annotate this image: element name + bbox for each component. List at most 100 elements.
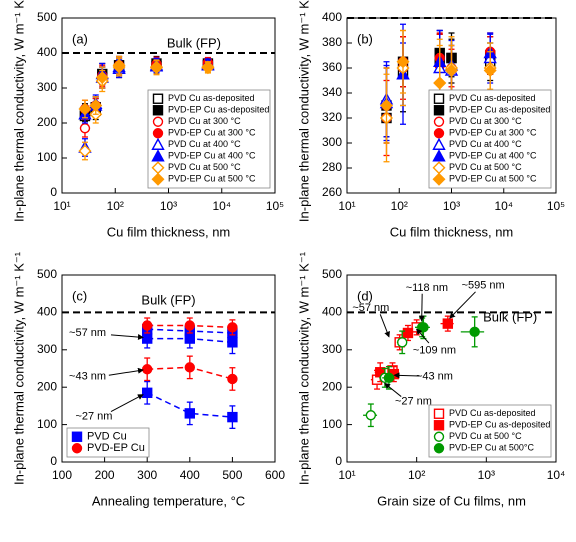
legend-label: PVD Cu: [87, 431, 127, 443]
data-point: [383, 372, 395, 384]
x-tick-label: 10²: [408, 468, 425, 482]
x-axis-label: Cu film thickness, nm: [107, 224, 231, 239]
legend-label: PVD-EP Cu as-deposited: [168, 105, 269, 115]
y-tick-label: 0: [50, 454, 57, 468]
legend-marker: [152, 116, 164, 127]
legend-label: PVD-EP Cu as-deposited: [449, 420, 550, 430]
x-tick-label: 10²: [107, 199, 124, 213]
annotation-arrow: [418, 293, 425, 322]
panel-label: (c): [72, 288, 87, 303]
y-tick-label: 200: [322, 379, 342, 393]
y-axis-label: In-plane thermal conductivity, W m⁻¹ K⁻¹: [11, 251, 26, 485]
x-tick-label: 10³: [443, 199, 460, 213]
reference-label: Bulk (FP): [483, 309, 537, 324]
legend-label: PVD-EP Cu as-deposited: [449, 105, 550, 115]
legend-box: [147, 89, 271, 189]
legend-marker: [433, 93, 445, 104]
dashed-line: [146, 392, 233, 418]
legend-marker: [433, 443, 445, 454]
legend-label: PVD-EP Cu at 500 °C: [168, 174, 256, 184]
legend-label: PVD-EP Cu at 300 °C: [449, 128, 537, 138]
y-axis-label: In-plane thermal conductivity, W m⁻¹ K⁻¹: [296, 0, 311, 222]
legend-label: PVD Cu as-deposited: [449, 93, 536, 103]
x-tick-label: 600: [265, 468, 285, 482]
annotation: ~595 nm: [462, 279, 505, 291]
data-point: [227, 322, 238, 333]
y-tick-label: 400: [37, 45, 57, 59]
annotation-arrow: [379, 314, 390, 338]
annotation: ~118 nm: [406, 282, 448, 294]
panel-label: (b): [357, 31, 373, 46]
data-point: [95, 71, 109, 84]
legend-marker: [152, 128, 164, 139]
data-point: [445, 64, 458, 77]
y-axis-label: In-plane thermal conductivity, W m⁻¹ K⁻¹: [296, 251, 311, 485]
panel-label: (d): [357, 288, 373, 303]
x-tick-label: 200: [95, 468, 115, 482]
y-tick-label: 320: [322, 110, 342, 124]
data-point: [141, 387, 153, 399]
x-tick-label: 10¹: [338, 199, 355, 213]
y-tick-label: 0: [335, 454, 342, 468]
legend-label: PVD Cu as-deposited: [449, 408, 536, 418]
reference-label: Bulk (FP): [141, 293, 195, 308]
legend-label: PVD Cu at 300 °C: [168, 116, 241, 126]
y-tick-label: 400: [322, 305, 342, 319]
data-point: [184, 320, 196, 331]
annotation: ~27 nm: [395, 395, 432, 407]
y-tick-label: 200: [37, 379, 57, 393]
data-point: [78, 144, 92, 158]
legend-label: PVD-EP Cu at 400 °C: [449, 151, 537, 161]
data-point: [150, 60, 163, 74]
legend-marker: [433, 431, 445, 442]
panel-label: (a): [72, 31, 88, 46]
legend-marker: [71, 431, 83, 442]
x-tick-label: 10⁴: [494, 199, 513, 213]
legend-label: PVD-EP Cu at 400 °C: [168, 151, 256, 161]
x-tick-label: 10²: [391, 199, 408, 213]
x-tick-label: 300: [137, 468, 157, 482]
legend-box: [428, 404, 552, 458]
annotation-arrow: [110, 394, 144, 412]
annotation-arrow: [416, 328, 430, 344]
data-point: [227, 337, 238, 348]
legend-label: PVD Cu at 300 °C: [449, 116, 522, 126]
y-tick-label: 300: [37, 342, 57, 356]
data-point: [402, 327, 414, 339]
legend-label: PVD-EP Cu at 500°C: [449, 443, 534, 453]
x-axis-label: Grain size of Cu films, nm: [377, 493, 526, 508]
legend-marker: [151, 149, 165, 162]
legend-label: PVD Cu at 400 °C: [168, 139, 241, 149]
x-tick-label: 10⁴: [212, 199, 231, 213]
x-tick-label: 10³: [160, 199, 177, 213]
x-tick-label: 100: [52, 468, 72, 482]
annotation: ~27 nm: [75, 410, 112, 422]
annotation: ~57 nm: [69, 327, 106, 339]
legend-label: PVD Cu as-deposited: [168, 93, 255, 103]
legend-marker: [432, 149, 446, 162]
legend-marker: [151, 172, 165, 186]
legend-marker: [433, 128, 445, 139]
legend-label: PVD-EP Cu: [87, 442, 145, 454]
data-point: [184, 408, 196, 419]
data-point: [141, 333, 153, 344]
y-tick-label: 280: [322, 160, 342, 174]
legend-label: PVD-EP Cu at 300 °C: [168, 128, 256, 138]
data-point: [442, 318, 454, 329]
data-point: [227, 411, 238, 423]
annotation: ~43 nm: [69, 371, 106, 383]
legend-label: PVD Cu at 500 °C: [449, 162, 522, 172]
data-point: [89, 99, 103, 112]
legend-label: PVD Cu at 500 °C: [168, 162, 241, 172]
x-tick-label: 10¹: [338, 468, 355, 482]
legend-marker: [433, 420, 445, 431]
annotation-arrow: [110, 334, 144, 341]
annotation: ~109 nm: [413, 344, 456, 356]
data-point: [227, 373, 238, 385]
annotation-arrow: [449, 291, 476, 319]
y-tick-label: 300: [322, 342, 342, 356]
x-tick-label: 10⁵: [547, 199, 565, 213]
x-tick-label: 10³: [478, 468, 495, 482]
y-tick-label: 400: [37, 305, 57, 319]
annotation-arrow: [393, 372, 420, 379]
